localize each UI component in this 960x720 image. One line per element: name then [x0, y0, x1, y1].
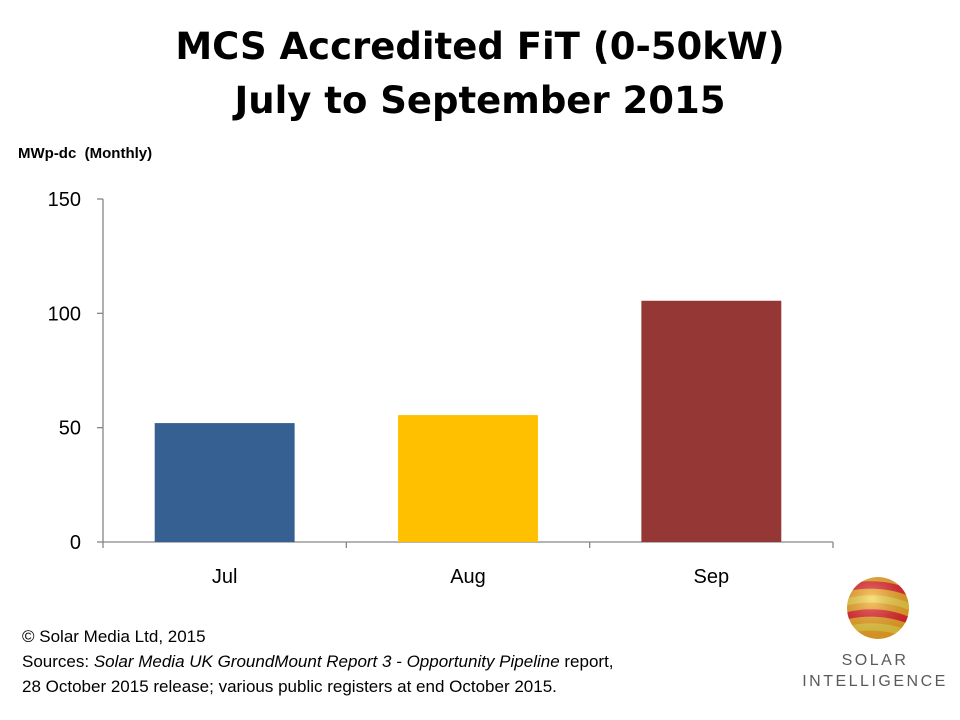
- y-tick-label: 100: [48, 303, 81, 325]
- chart-title-line-2: July to September 2015: [234, 79, 726, 122]
- x-tick-label: Aug: [450, 566, 486, 588]
- x-tick-label: Jul: [212, 566, 238, 588]
- sources-suffix: report,: [559, 652, 614, 671]
- chart-title-line-1: MCS Accredited FiT (0-50kW): [175, 25, 785, 68]
- solar-sphere-icon: [847, 577, 909, 639]
- y-tick-label: 50: [59, 418, 81, 440]
- solar-intelligence-logo: SOLAR INTELLIGENCE: [800, 572, 950, 692]
- footer: © Solar Media Ltd, 2015 Sources: Solar M…: [22, 624, 614, 699]
- y-tick-label: 0: [70, 532, 81, 554]
- copyright-line: © Solar Media Ltd, 2015: [22, 627, 206, 646]
- logo-word-intelligence: INTELLIGENCE: [802, 673, 948, 690]
- bar-jul: [154, 423, 295, 542]
- y-axis-unit-label: MWp-dc (Monthly): [18, 145, 153, 162]
- chart-title: MCS Accredited FiT (0-50kW) July to Sept…: [0, 20, 960, 128]
- bar-aug: [398, 415, 538, 542]
- x-tick-label: Sep: [694, 566, 730, 588]
- bar-sep: [641, 300, 782, 542]
- sources-report-title: Solar Media UK GroundMount Report 3 - Op…: [93, 652, 560, 671]
- y-tick-label: 150: [48, 189, 81, 211]
- sources-line-2: 28 October 2015 release; various public …: [22, 677, 557, 696]
- sources-line-1: Sources: Solar Media UK GroundMount Repo…: [22, 649, 614, 674]
- logo-wordmark: SOLAR INTELLIGENCE: [800, 650, 950, 692]
- logo-word-solar: SOLAR: [841, 652, 909, 669]
- sources-prefix: Sources:: [22, 652, 94, 671]
